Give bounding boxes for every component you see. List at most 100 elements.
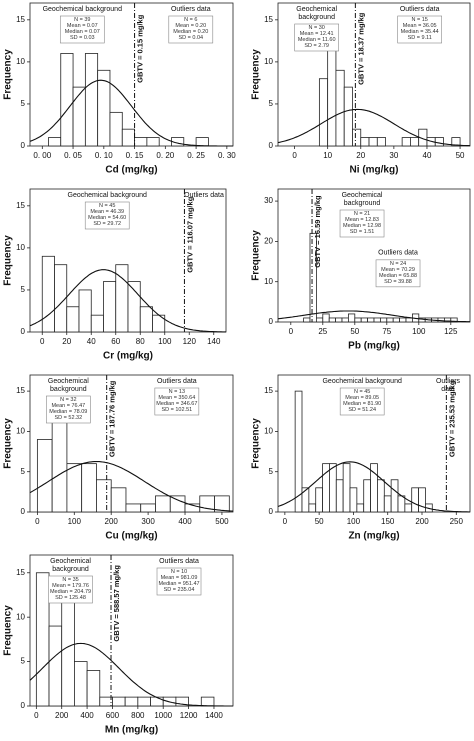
y-axis-label: Frequency (3, 605, 14, 656)
y-tick-label: 10 (16, 243, 25, 252)
region-header: background (298, 14, 335, 21)
histogram-panel: 0 5 10 15 0 100 200 300 400 500 Cu (mg/kg) Frequenc… (3, 374, 234, 542)
region-header: Geochemical (342, 192, 383, 199)
x-axis-label: Ni (mg/kg) (350, 165, 399, 176)
bar (61, 599, 75, 707)
normal-curve (277, 108, 471, 147)
stats-line: SD = 102.51 (161, 407, 192, 413)
bar (343, 86, 353, 147)
bar (96, 479, 112, 513)
histogram-panel: 0 5 10 15 0. 00 0. 05 0. 10 0. 15 0. 20 0. 25 0. 3… (3, 2, 236, 176)
stats-line: Mean = 179.76 (52, 583, 89, 589)
y-tick-label: 10 (264, 57, 273, 66)
bar (335, 69, 345, 147)
x-tick-label: 100 (68, 517, 82, 526)
region-header: Outliers data (171, 6, 211, 13)
bar (329, 463, 337, 513)
region-header: Geochemical (48, 378, 89, 385)
bar (294, 390, 303, 513)
bar (303, 317, 311, 323)
region-header: Outliers data (400, 6, 440, 13)
bar (214, 495, 230, 513)
bar (81, 463, 97, 513)
normal-curve (29, 461, 234, 512)
bar (335, 317, 343, 323)
region-header: Geochemical (50, 558, 91, 565)
stats-box (339, 387, 385, 416)
stats-line: Median = 54.60 (88, 215, 126, 221)
y-tick-label: 15 (16, 15, 25, 24)
normal-curve (277, 461, 470, 513)
y-tick-label: 10 (264, 277, 273, 286)
bar (367, 317, 375, 323)
bar (109, 111, 123, 147)
y-tick-label: 15 (16, 201, 25, 210)
stats-line: SD = 1.51 (350, 229, 375, 235)
stats-line: Mean = 12.41 (300, 31, 334, 37)
x-tick-label: 200 (55, 711, 69, 720)
x-tick-label: 500 (215, 517, 229, 526)
stats-line: Mean = 0.07 (67, 23, 98, 29)
gbtv-label: GBTV = 18.37 mg/kg (356, 12, 365, 85)
y-tick-label: 10 (16, 57, 25, 66)
y-tick-label: 5 (21, 467, 26, 476)
bar (451, 137, 461, 147)
x-axis-label: Pb (mg/kg) (348, 341, 400, 352)
bar (360, 137, 370, 147)
bar (146, 137, 160, 147)
stats-line: SD = 235.04 (164, 587, 195, 593)
y-axis-label: Frequency (251, 418, 262, 469)
bar (373, 317, 381, 323)
x-tick-label: 600 (106, 711, 120, 720)
bar (60, 53, 74, 147)
bar (315, 317, 324, 323)
stats-line: N = 32 (60, 397, 76, 403)
stats-line: N = 15 (412, 17, 428, 23)
stats-line: N = 6 (184, 17, 197, 23)
histogram-panel: 0 5 10 15 0 10 20 30 40 50 Ni (mg/kg) Frequency GBTV… (251, 2, 471, 176)
stats-box (168, 15, 214, 44)
bar (90, 314, 104, 333)
region-header: Geochemical background (68, 192, 147, 199)
bar (418, 487, 426, 513)
x-tick-label: 0. 00 (33, 151, 51, 160)
bar (383, 495, 392, 513)
bar (72, 86, 86, 147)
bar (405, 317, 413, 323)
stats-line: Mean = 36.05 (403, 23, 437, 29)
bar (66, 306, 80, 333)
x-tick-label: 100 (412, 327, 426, 336)
x-tick-label: 140 (207, 337, 221, 346)
bar (390, 479, 399, 513)
stats-line: SD = 2.79 (304, 43, 329, 49)
bar (54, 264, 68, 333)
bar (322, 313, 330, 323)
stats-line: SD = 0.04 (178, 35, 203, 41)
y-tick-label: 0 (269, 317, 274, 326)
x-tick-label: 800 (131, 711, 145, 720)
bar (103, 281, 117, 333)
stats-line: N = 10 (171, 569, 187, 575)
stats-box (48, 575, 93, 604)
stats-line: N = 13 (169, 389, 185, 395)
bar (86, 670, 101, 707)
x-tick-label: 400 (80, 711, 94, 720)
stats-line: Median = 11.60 (298, 37, 336, 43)
x-tick-label: 200 (415, 517, 429, 526)
bar (450, 317, 458, 323)
stats-line: SD = 39.88 (384, 279, 412, 285)
x-tick-label: 40 (423, 151, 432, 160)
stats-box (84, 201, 130, 230)
bar (360, 317, 369, 323)
normal-curve (29, 642, 233, 707)
x-tick-label: 0 (34, 711, 39, 720)
y-tick-label: 0 (21, 141, 26, 150)
x-tick-label: 0. 10 (95, 151, 113, 160)
y-tick-label: 5 (21, 99, 26, 108)
x-tick-label: 40 (87, 337, 96, 346)
bar (363, 479, 371, 513)
bar (51, 414, 68, 513)
y-tick-label: 0 (269, 507, 274, 516)
